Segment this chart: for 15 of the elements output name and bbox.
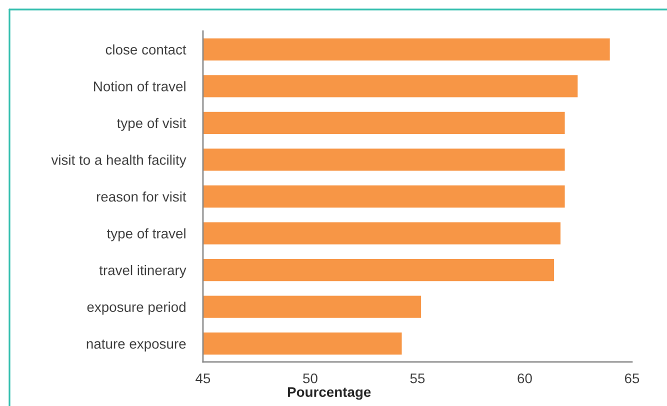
y-tick-label: visit to a health facility — [51, 154, 186, 168]
x-tick-label: 50 — [303, 373, 318, 384]
y-tick-label: close contact — [106, 44, 186, 55]
x-tick-label: 65 — [624, 373, 640, 384]
y-tick-label: travel itinerary — [99, 265, 186, 278]
y-tick-label: reason for visit — [96, 191, 186, 202]
x-tick-label: 45 — [196, 374, 210, 384]
y-tick-label: type of travel — [107, 228, 186, 242]
y-tick-label: nature exposure — [86, 340, 186, 352]
x-tick-label: 60 — [518, 373, 532, 384]
y-tick-label: type of visit — [117, 118, 186, 131]
x-tick-label: 55 — [410, 374, 425, 384]
y-tick-label: exposure period — [87, 302, 186, 315]
x-axis-title: Pourcentage — [288, 387, 371, 400]
y-tick-label: Notion of travel — [94, 81, 186, 92]
